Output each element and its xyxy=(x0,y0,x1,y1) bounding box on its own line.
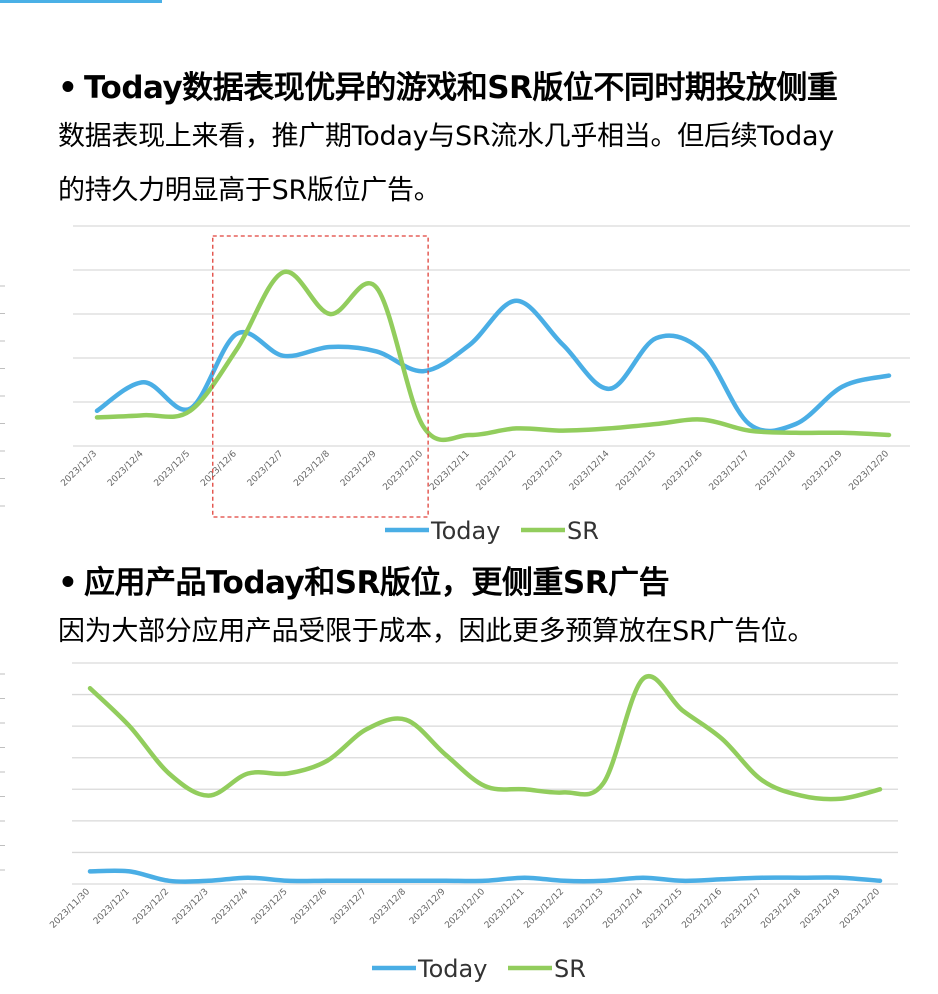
x-tick-label: 2023/12/1 xyxy=(92,887,132,927)
series-line-sr xyxy=(87,674,883,802)
section1-paragraph-line2: 的持久力明显高于SR版位广告。 xyxy=(58,175,441,206)
x-tick-label: 2023/12/13 xyxy=(562,887,606,931)
section1-heading: • Today数据表现优异的游戏和SR版位不同时期投放侧重 xyxy=(58,62,838,107)
legend-label: SR xyxy=(567,517,599,545)
bullet-icon: • xyxy=(58,565,78,601)
bullet-icon: • xyxy=(58,70,78,106)
x-tick-label: 2023/12/12 xyxy=(522,887,566,931)
legend-label: Today xyxy=(430,517,500,545)
x-tick-label: 2023/12/5 xyxy=(250,887,290,927)
section1-paragraph-line1: 数据表现上来看，推广期Today与SR流水几乎相当。但后续Today xyxy=(58,121,834,152)
section2-heading-text: 应用产品Today和SR版位，更侧重SR广告 xyxy=(84,565,670,601)
highlight-box xyxy=(212,235,429,518)
x-tick-label: 2023/12/9 xyxy=(408,887,448,927)
series-line-today xyxy=(87,868,883,884)
x-tick-label: 2023/11/30 xyxy=(48,887,92,931)
legend-label: SR xyxy=(554,955,586,983)
x-tick-label: 2023/12/10 xyxy=(443,887,487,931)
x-tick-label: 2023/12/6 xyxy=(289,887,329,927)
series-line-sr xyxy=(94,269,892,443)
x-tick-label: 2023/12/2 xyxy=(131,887,171,927)
x-tick-label: 2023/12/11 xyxy=(483,887,527,931)
x-tick-label: 2023/12/18 xyxy=(759,887,803,931)
x-tick-label: 2023/12/17 xyxy=(720,887,764,931)
x-tick-label: 2023/12/20 xyxy=(838,887,882,931)
x-tick-label: 2023/12/8 xyxy=(368,887,408,927)
section1-heading-text: Today数据表现优异的游戏和SR版位不同时期投放侧重 xyxy=(84,70,838,106)
x-tick-label: 2023/12/15 xyxy=(641,887,685,931)
x-tick-label: 2023/12/3 xyxy=(171,887,211,927)
x-tick-label: 2023/12/19 xyxy=(799,887,843,931)
x-tick-label: 2023/12/14 xyxy=(601,887,645,931)
legend-label: Today xyxy=(417,955,487,983)
section2-heading: • 应用产品Today和SR版位，更侧重SR广告 xyxy=(58,557,670,602)
x-tick-label: 2023/12/16 xyxy=(680,887,724,931)
top-accent-bar xyxy=(0,0,162,3)
x-tick-label: 2023/12/4 xyxy=(210,887,250,927)
series-line-today xyxy=(94,298,892,434)
section2-paragraph: 因为大部分应用产品受限于成本，因此更多预算放在SR广告位。 xyxy=(58,616,815,647)
x-tick-label: 2023/12/7 xyxy=(329,887,369,927)
